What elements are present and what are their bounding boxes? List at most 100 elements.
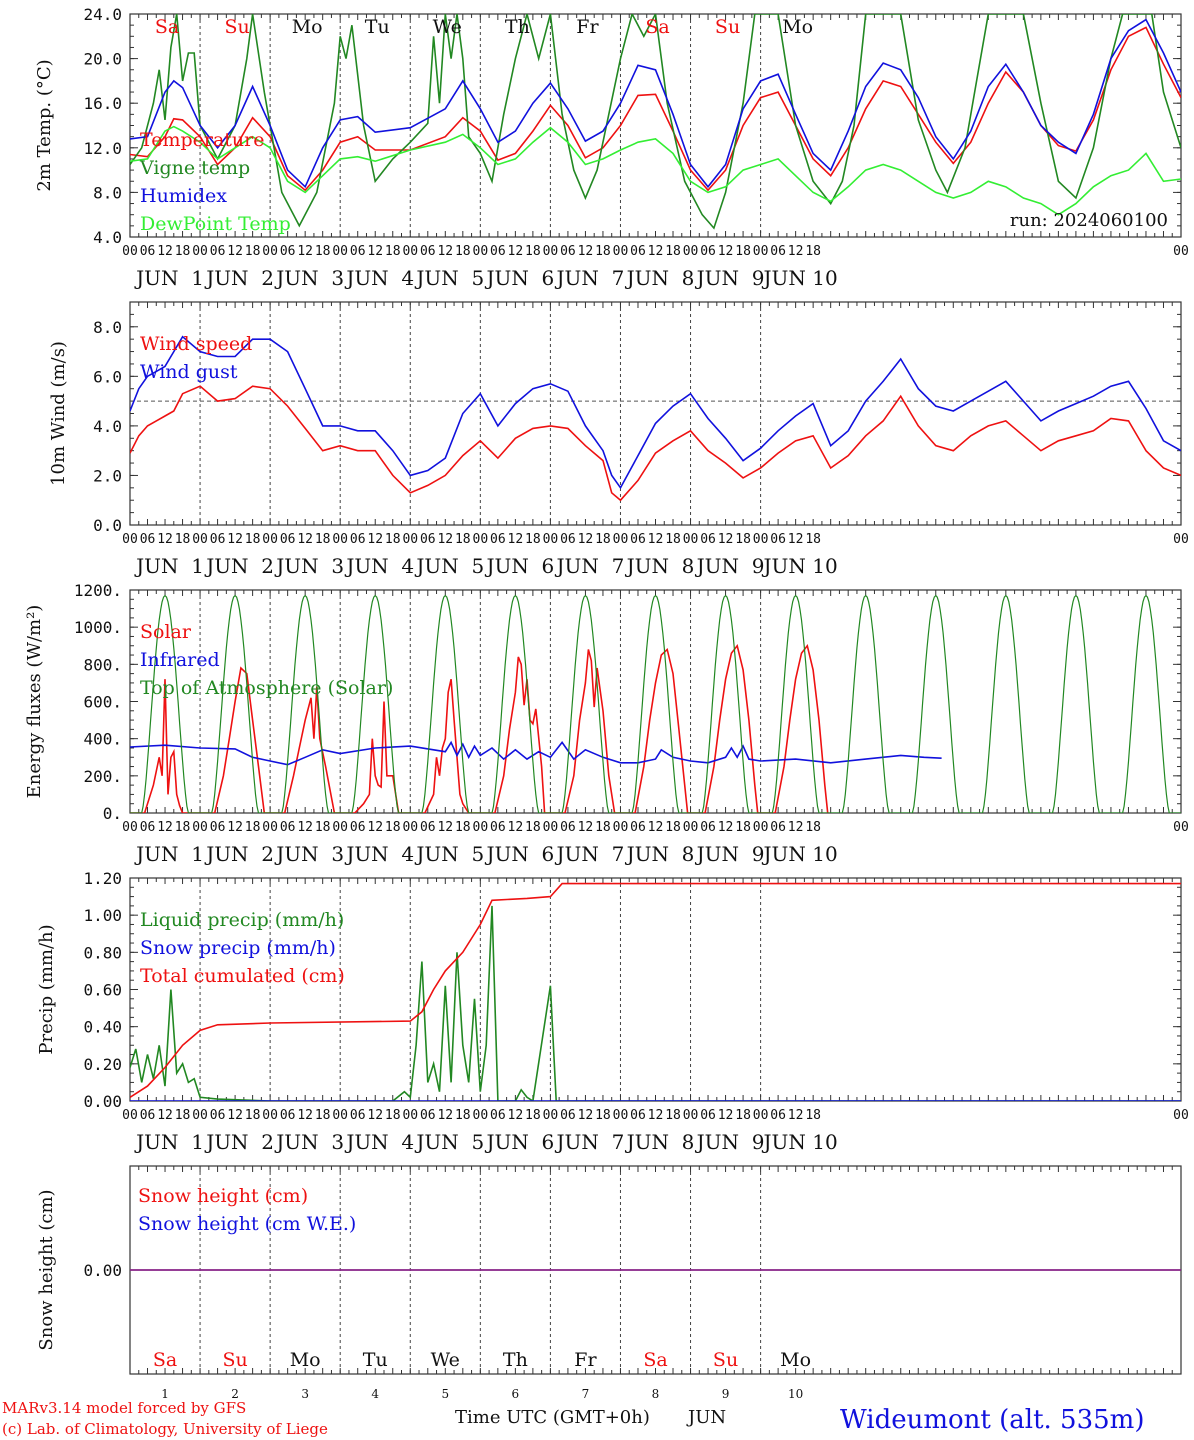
hour-label: 12 [508, 244, 524, 259]
hour-label: 06 [350, 1108, 366, 1123]
hour-label: 06 [350, 820, 366, 835]
legend-entry: DewPoint Temp [140, 213, 291, 235]
hour-label: 06 [770, 244, 786, 259]
y-tick-label: 20.0 [83, 50, 122, 69]
hour-label: 18 [455, 244, 471, 259]
day-number: 1 [161, 1387, 169, 1401]
hour-label: 00 [262, 1108, 278, 1123]
hour-label: 00 [683, 532, 699, 547]
hour-label: 12 [718, 532, 734, 547]
weekday-name: Mo [780, 1349, 811, 1371]
date-label: JUN 3 [274, 1130, 344, 1154]
hour-label: 06 [420, 532, 436, 547]
series-line [130, 905, 1181, 1101]
station-name: Wideumont (alt. 535m) [840, 1405, 1144, 1435]
legend-entry: Humidex [140, 185, 227, 207]
hour-label: 00 [753, 532, 769, 547]
y-tick-label: 24.0 [83, 5, 122, 24]
hour-label: 00 [753, 244, 769, 259]
date-label: JUN 1 [134, 266, 204, 290]
hour-label: 00 [402, 1108, 418, 1123]
day-number: 10 [788, 1387, 803, 1401]
hour-label: 06 [210, 532, 226, 547]
hour-label: 18 [175, 1108, 191, 1123]
date-label: JUN 2 [204, 842, 274, 866]
hour-label: 00 [683, 244, 699, 259]
series-group [130, 594, 1181, 813]
weekday-name: Su [222, 1349, 247, 1371]
hour-label: 06 [210, 820, 226, 835]
hour-label: 00 [613, 1108, 629, 1123]
hour-label: 18 [735, 1108, 751, 1123]
legend-entry: Liquid precip (mm/h) [140, 909, 344, 931]
hour-label: 18 [175, 532, 191, 547]
weekday-name: Sa [153, 1349, 177, 1371]
hour-label: 18 [385, 820, 401, 835]
y-tick-label: 0.80 [83, 943, 122, 962]
hour-label: 06 [350, 244, 366, 259]
hour-label: 18 [175, 820, 191, 835]
hour-label: 12 [297, 1108, 313, 1123]
date-label: JUN 2 [204, 554, 274, 578]
hour-label: 06 [140, 1108, 156, 1123]
hour-label: 18 [315, 532, 331, 547]
hour-label: 00 [473, 532, 489, 547]
weekday-name: Su [715, 16, 740, 38]
y-axis-title: Snow height (cm) [36, 1189, 57, 1350]
y-tick-label: 600. [83, 693, 122, 712]
y-tick-label: 400. [83, 730, 122, 749]
hour-label: 00 [543, 532, 559, 547]
series-line [130, 335, 1181, 490]
hour-label: 18 [455, 820, 471, 835]
weekday-name: Sa [643, 1349, 667, 1371]
y-tick-label: 0. [103, 804, 122, 823]
y-axis-title: 2m Temp. (°C) [34, 59, 55, 191]
hour-label: 12 [788, 820, 804, 835]
date-label: JUN 2 [204, 1130, 274, 1154]
hour-label: 00 [332, 820, 348, 835]
hour-label: 12 [508, 532, 524, 547]
hour-label: 06 [700, 1108, 716, 1123]
hour-label: 06 [560, 1108, 576, 1123]
weekday-name: Th [503, 1349, 528, 1371]
hour-label: 18 [735, 820, 751, 835]
hour-label: 00 [1173, 820, 1189, 835]
y-tick-label: 4.0 [93, 228, 122, 247]
hour-label: 00 [473, 244, 489, 259]
hour-label: 12 [227, 1108, 243, 1123]
date-label: JUN 6 [484, 266, 554, 290]
weekday-name: Mo [292, 16, 323, 38]
hour-label: 18 [665, 1108, 681, 1123]
y-tick-label: 2.0 [93, 466, 122, 485]
hour-label: 06 [770, 820, 786, 835]
day-number: 6 [512, 1387, 520, 1401]
hour-label: 00 [332, 532, 348, 547]
hour-label: 06 [420, 1108, 436, 1123]
series-group [130, 335, 1181, 502]
hour-label: 18 [595, 1108, 611, 1123]
hour-label: 18 [665, 532, 681, 547]
date-label: JUN 6 [484, 554, 554, 578]
hour-label: 00 [262, 532, 278, 547]
hour-label: 00 [753, 820, 769, 835]
date-label: JUN 1 [134, 842, 204, 866]
date-label: JUN 5 [414, 1130, 484, 1154]
hour-label: 06 [560, 820, 576, 835]
hour-label: 18 [595, 532, 611, 547]
hour-label: 12 [578, 1108, 594, 1123]
y-tick-label: 16.0 [83, 94, 122, 113]
date-label: JUN 10 [762, 1130, 838, 1154]
run-label: run: 2024060100 [1010, 210, 1168, 231]
y-tick-label: 0.0 [93, 516, 122, 535]
series-line [130, 125, 1181, 216]
y-tick-label: 1000. [74, 618, 122, 637]
day-number: 4 [371, 1387, 379, 1401]
panel-4: 0.00 0.20 0.40 0.60 0.80 1.00 1.20 Precip (mm/h… [36, 869, 1189, 1154]
date-label: JUN 8 [625, 266, 695, 290]
series-line [130, 14, 1181, 230]
series-line [130, 26, 1181, 192]
date-label: JUN 10 [762, 554, 838, 578]
hour-label: 06 [210, 1108, 226, 1123]
date-label: JUN 9 [695, 842, 765, 866]
